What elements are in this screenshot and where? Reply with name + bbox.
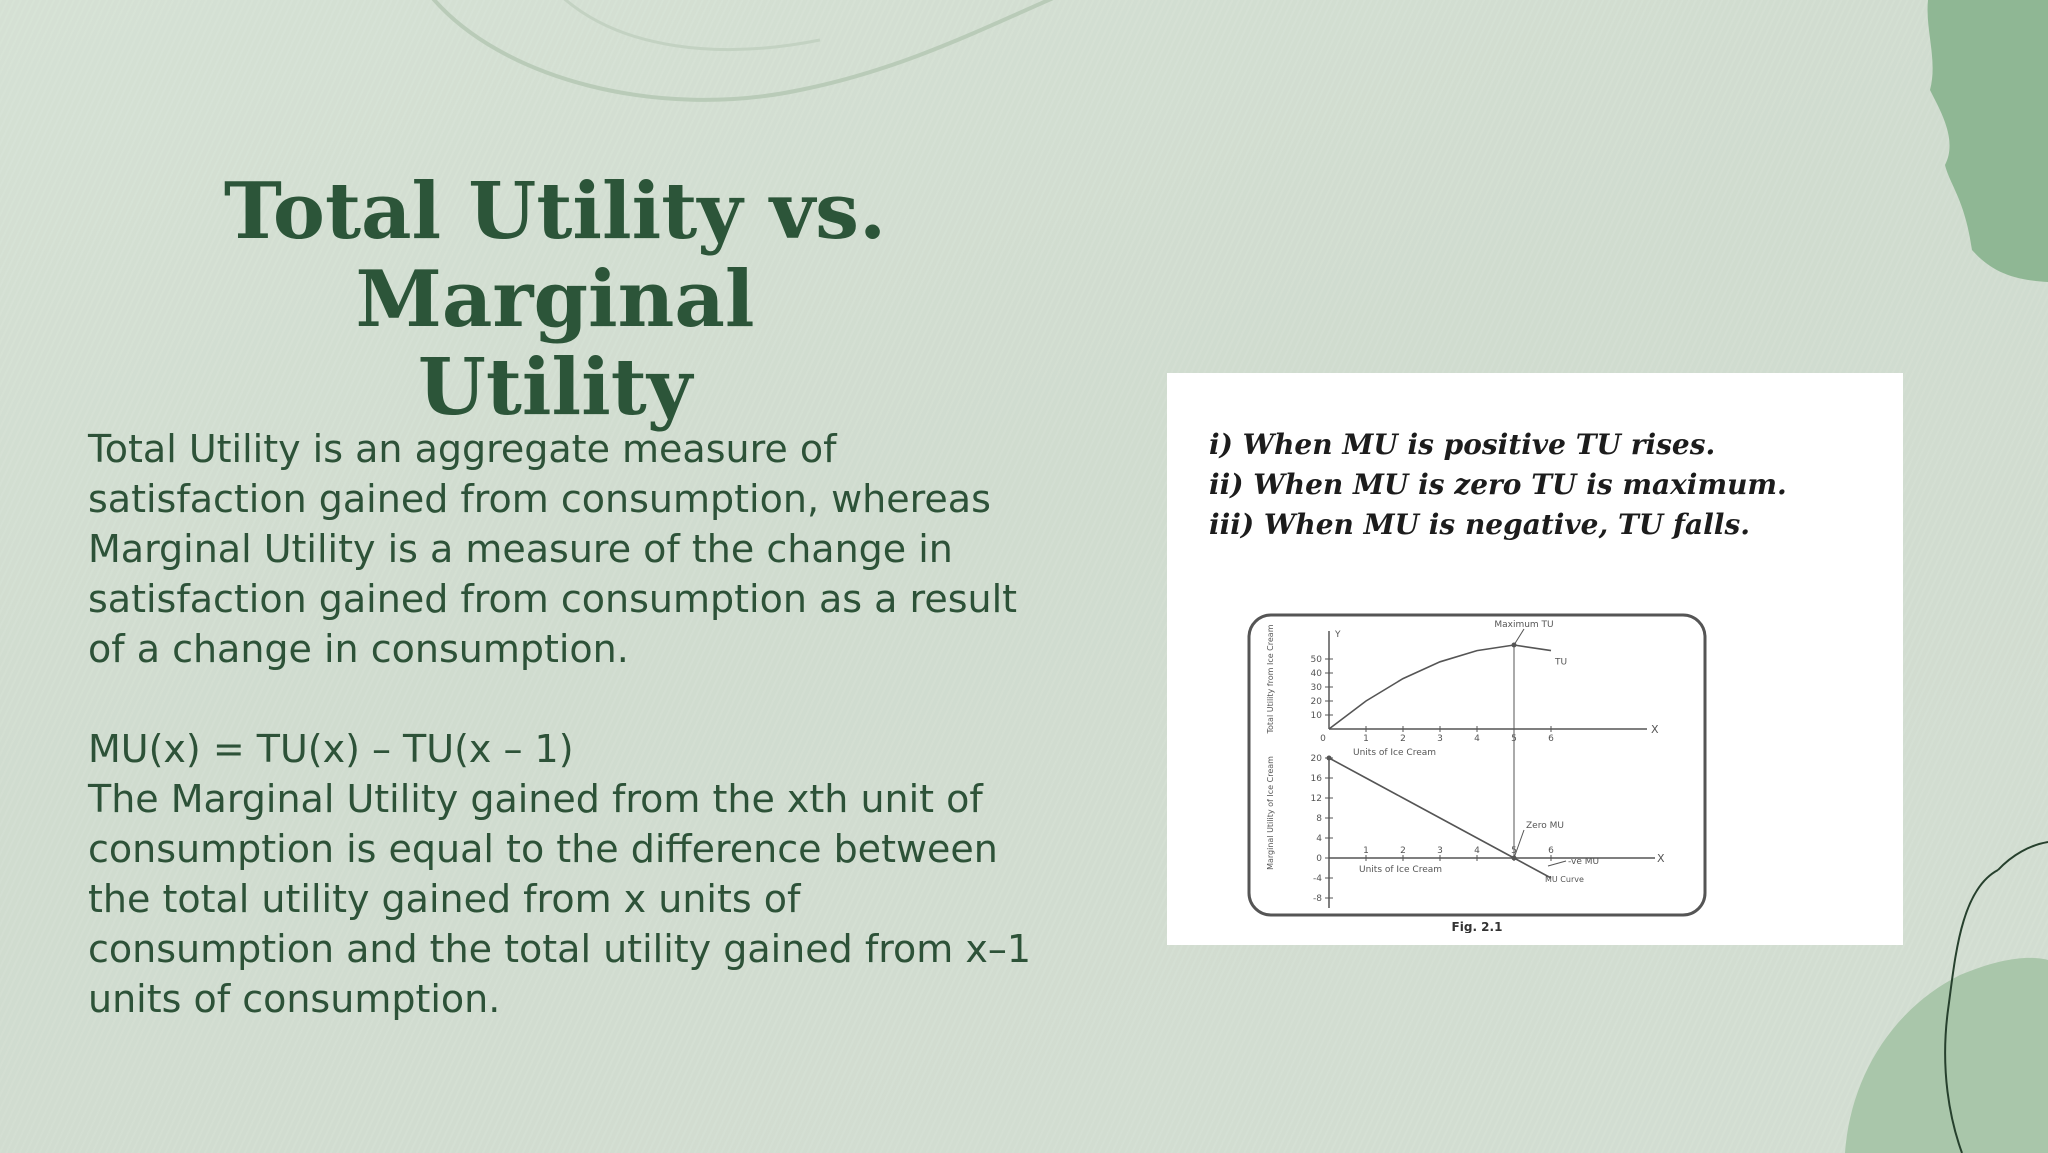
tu-x-tick-label: 6 — [1548, 734, 1554, 744]
tu-x-tick-label: 1 — [1363, 734, 1369, 744]
slide-title: Total Utility vs. Marginal Utility — [60, 168, 1050, 432]
bottom-right-green-blob — [1845, 957, 2048, 1153]
rule-2: ii) When MU is zero TU is maximum. — [1209, 468, 1787, 501]
tu-y-tick-label: 30 — [1311, 683, 1323, 693]
mu-start-point — [1326, 755, 1332, 761]
zero-mu-pointer — [1513, 829, 1525, 859]
neg-mu-pointer — [1547, 860, 1567, 867]
body-text: Total Utility is an aggregate measure of… — [88, 424, 1108, 1024]
tu-x-tick-label: 4 — [1474, 734, 1480, 744]
mu-y-tick-label: -4 — [1313, 874, 1322, 884]
definition-paragraph: Total Utility is an aggregate measure of… — [88, 424, 1108, 674]
text-line: consumption and the total utility gained… — [88, 927, 1032, 971]
mu-y-tick-label: 4 — [1316, 834, 1322, 844]
mu-y-tick-label: 12 — [1311, 794, 1322, 804]
mu-y-tick-label: 20 — [1311, 754, 1323, 764]
figure-rules: i) When MU is positive TU rises. ii) Whe… — [1209, 425, 1787, 545]
title-line-2: Utility — [417, 342, 693, 433]
figure-caption: Fig. 2.1 — [1452, 920, 1503, 933]
max-tu-pointer — [1513, 628, 1525, 646]
mu-y-tick-label: 0 — [1316, 854, 1322, 864]
tu-series-label: TU — [1554, 658, 1567, 668]
max-tu-annotation: Maximum TU — [1494, 620, 1553, 630]
text-line: The Marginal Utility gained from the xth… — [88, 777, 983, 821]
mu-y-tick-label: 16 — [1311, 774, 1323, 784]
mu-x-axis-letter: X — [1657, 852, 1665, 865]
chart-frame — [1247, 613, 1707, 917]
text-line: of a change in consumption. — [88, 627, 629, 671]
tu-x-tick-label: 2 — [1400, 734, 1406, 744]
text-line: satisfaction gained from consumption as … — [88, 577, 1018, 621]
mu-y-tick-label: -8 — [1313, 894, 1322, 904]
tu-y-tick-label: 20 — [1311, 697, 1323, 707]
neg-mu-annotation: -ve MU — [1568, 857, 1599, 867]
mu-x-tick-label: 4 — [1474, 846, 1480, 856]
tu-x-tick-label: 3 — [1437, 734, 1443, 744]
bottom-right-thin-line — [1944, 869, 1999, 1153]
zero-mu-annotation: Zero MU — [1526, 821, 1564, 831]
tu-x-tick-label: 0 — [1320, 734, 1326, 744]
tu-x-axis-letter: X — [1651, 723, 1659, 736]
text-line: units of consumption. — [88, 977, 501, 1021]
mu-x-tick-label: 1 — [1363, 846, 1369, 856]
formula: MU(x) = TU(x) – TU(x – 1) — [88, 727, 574, 771]
explanation-paragraph: The Marginal Utility gained from the xth… — [88, 774, 1108, 1024]
mu-x-tick-label: 2 — [1400, 846, 1406, 856]
text-line: satisfaction gained from consumption, wh… — [88, 477, 991, 521]
tu-y-axis-label: Total Utility from Ice Cream — [1266, 624, 1275, 734]
bottom-right-thin-line-2 — [1997, 841, 2048, 871]
mu-x-axis-label: Units of Ice Cream — [1359, 865, 1442, 875]
text-line: Marginal Utility is a measure of the cha… — [88, 527, 953, 571]
tu-x-axis-label: Units of Ice Cream — [1353, 748, 1436, 758]
mu-y-tick-label: 8 — [1316, 814, 1322, 824]
mu-series-label: MU Curve — [1545, 875, 1584, 884]
tu-y-tick-label: 40 — [1311, 669, 1323, 679]
figure-image: i) When MU is positive TU rises. ii) Whe… — [1167, 373, 1903, 945]
mu-y-axis-label: Marginal Utility of Ice Cream — [1266, 756, 1275, 870]
text-line: Total Utility is an aggregate measure of — [88, 427, 837, 471]
text-line: consumption is equal to the difference b… — [88, 827, 998, 871]
tu-y-axis-letter: Y — [1334, 630, 1341, 640]
top-right-green-blob — [1927, 0, 2048, 282]
mu-x-tick-label: 3 — [1437, 846, 1443, 856]
top-curve-line-2 — [563, 0, 821, 51]
mu-x-tick-label: 6 — [1548, 846, 1554, 856]
top-curve-line — [431, 0, 1054, 102]
rule-3: iii) When MU is negative, TU falls. — [1209, 508, 1750, 541]
tu-y-tick-label: 10 — [1311, 711, 1323, 721]
text-line: the total utility gained from x units of — [88, 877, 801, 921]
rule-1: i) When MU is positive TU rises. — [1209, 428, 1716, 461]
tu-y-tick-label: 50 — [1311, 655, 1323, 665]
title-line-1: Total Utility vs. Marginal — [223, 166, 887, 345]
